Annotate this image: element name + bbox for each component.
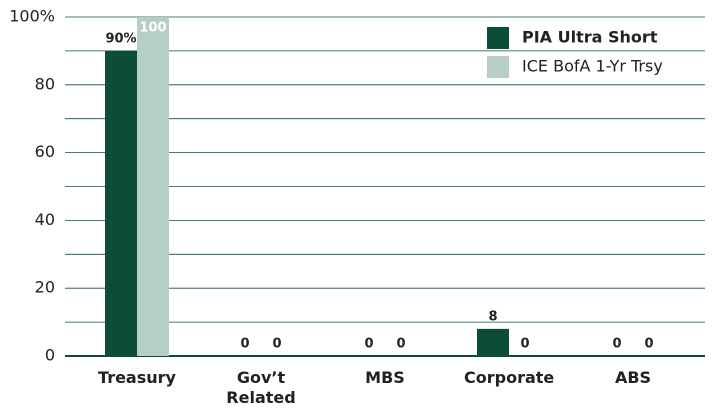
legend-swatch: [487, 27, 509, 49]
x-tick-label: Corporate: [464, 368, 555, 387]
value-label: 0: [520, 337, 529, 352]
y-tick-label: 80: [35, 74, 55, 93]
bar: [477, 328, 509, 356]
x-tick-label: Treasury: [98, 368, 176, 387]
x-tick-label: MBS: [365, 368, 405, 387]
value-label: 0: [644, 337, 653, 352]
value-label: 0: [272, 337, 281, 352]
x-tick-label: Gov’t Related: [226, 368, 296, 407]
y-tick-label: 0: [45, 346, 55, 365]
value-label: 0: [240, 337, 249, 352]
legend-label: PIA Ultra Short: [522, 28, 658, 47]
value-label: 8: [488, 309, 497, 324]
value-label: 0: [364, 337, 373, 352]
y-tick-label: 60: [35, 142, 55, 161]
value-label: 90%: [105, 31, 136, 46]
value-label: 0: [612, 337, 621, 352]
y-tick-label: 20: [35, 278, 55, 297]
value-label: 100: [139, 21, 166, 36]
value-label: 0: [396, 337, 405, 352]
y-tick-label: 100%: [9, 7, 55, 26]
bar: [105, 50, 137, 357]
x-tick-label: ABS: [614, 368, 652, 387]
legend-swatch: [487, 56, 509, 78]
bar: [137, 17, 169, 356]
legend-label: ICE BofA 1-Yr Trsy: [522, 57, 663, 76]
y-tick-label: 40: [35, 210, 55, 229]
